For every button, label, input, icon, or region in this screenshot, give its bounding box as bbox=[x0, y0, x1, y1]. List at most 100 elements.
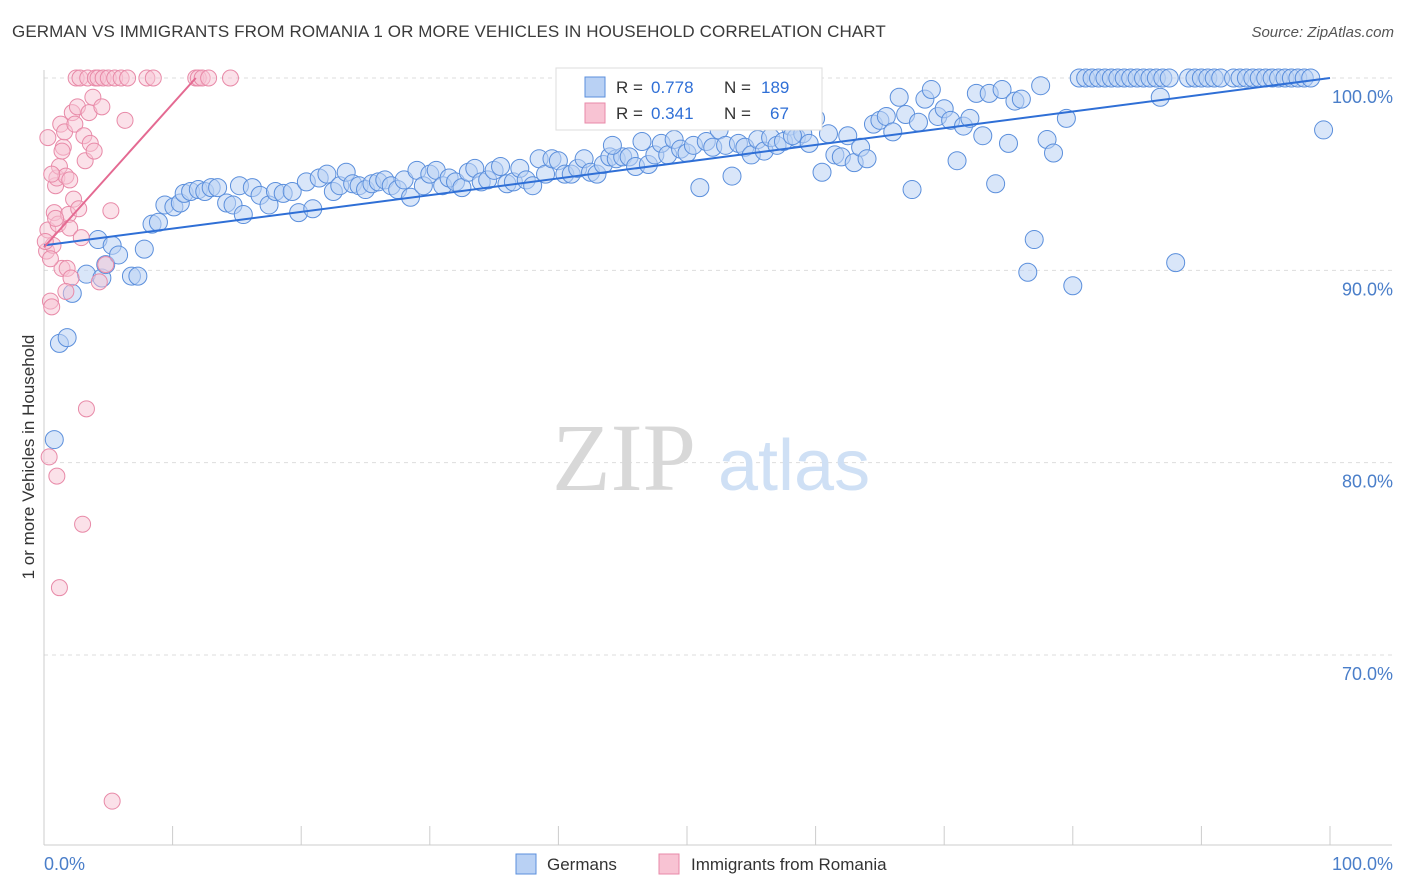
y-tick-label: 100.0% bbox=[1332, 87, 1393, 107]
stats-legend: R = 0.778 N = 189 R = 0.341 N = 67 bbox=[555, 67, 823, 131]
trend-line-romania bbox=[43, 77, 197, 248]
point-germans bbox=[491, 156, 511, 176]
point-germans bbox=[986, 174, 1006, 194]
point-romania bbox=[50, 579, 68, 597]
point-romania bbox=[57, 282, 75, 300]
point-romania bbox=[39, 129, 57, 147]
point-romania bbox=[90, 273, 108, 291]
point-romania bbox=[103, 792, 121, 810]
point-germans bbox=[208, 178, 228, 198]
stats-r-value-germans: 0.778 bbox=[651, 78, 694, 97]
stats-n-label-germans: N = bbox=[724, 78, 751, 97]
grid-layer bbox=[43, 77, 1392, 845]
chart-title: GERMAN VS IMMIGRANTS FROM ROMANIA 1 OR M… bbox=[12, 22, 886, 41]
point-germans bbox=[44, 430, 64, 450]
point-germans bbox=[960, 108, 980, 128]
watermark: ZIP atlas bbox=[552, 404, 870, 511]
point-romania bbox=[61, 171, 79, 189]
point-romania bbox=[53, 142, 71, 160]
point-germans bbox=[1031, 76, 1051, 96]
point-germans bbox=[690, 178, 710, 198]
watermark-atlas: atlas bbox=[718, 426, 870, 506]
point-germans bbox=[973, 126, 993, 146]
point-germans bbox=[148, 212, 168, 232]
watermark-zip: ZIP bbox=[552, 404, 696, 511]
point-germans bbox=[394, 170, 414, 190]
point-germans bbox=[57, 328, 77, 348]
tick-labels: 70.0% 80.0% 90.0% 100.0% 0.0% 100.0% bbox=[44, 87, 1393, 874]
point-germans bbox=[134, 239, 154, 259]
point-germans bbox=[857, 149, 877, 169]
point-germans bbox=[632, 131, 652, 151]
point-romania bbox=[48, 467, 66, 485]
point-romania bbox=[102, 202, 120, 220]
point-germans bbox=[908, 112, 928, 132]
point-germans bbox=[282, 181, 302, 201]
point-germans bbox=[1301, 68, 1321, 88]
point-germans bbox=[799, 133, 819, 153]
point-germans bbox=[1011, 89, 1031, 109]
stats-n-value-romania: 67 bbox=[770, 104, 789, 123]
point-germans bbox=[1159, 68, 1179, 88]
point-germans bbox=[947, 151, 967, 171]
legend-swatch-germans bbox=[515, 853, 537, 875]
point-germans bbox=[1314, 120, 1334, 140]
stats-r-value-romania: 0.341 bbox=[651, 104, 694, 123]
x-tick-label: 100.0% bbox=[1332, 854, 1393, 874]
y-tick-label: 80.0% bbox=[1342, 472, 1393, 492]
point-germans bbox=[1044, 143, 1064, 163]
point-germans bbox=[883, 122, 903, 142]
point-germans bbox=[722, 166, 742, 186]
bottom-legend: Germans Immigrants from Romania bbox=[515, 853, 887, 875]
point-romania bbox=[47, 209, 65, 227]
trend-line-germans bbox=[43, 77, 1331, 247]
point-romania bbox=[93, 98, 111, 116]
point-germans bbox=[921, 80, 941, 100]
point-romania bbox=[43, 298, 61, 316]
point-romania bbox=[119, 69, 137, 87]
point-romania bbox=[200, 69, 218, 87]
stats-r-label-romania: R = bbox=[616, 104, 643, 123]
point-romania bbox=[66, 115, 84, 133]
point-germans bbox=[109, 245, 129, 265]
y-tick-label: 90.0% bbox=[1342, 279, 1393, 299]
y-tick-label: 70.0% bbox=[1342, 664, 1393, 684]
y-axis-label: 1 or more Vehicles in Household bbox=[19, 335, 38, 580]
point-germans bbox=[1018, 262, 1038, 282]
source-label: Source: ZipAtlas.com bbox=[1251, 24, 1394, 41]
series-germans bbox=[44, 68, 1334, 450]
point-germans bbox=[812, 162, 832, 182]
point-germans bbox=[602, 135, 622, 155]
point-germans bbox=[1166, 253, 1186, 273]
stats-n-value-germans: 189 bbox=[761, 78, 789, 97]
point-romania bbox=[116, 111, 134, 129]
point-germans bbox=[999, 133, 1018, 153]
point-germans bbox=[992, 80, 1012, 100]
point-romania bbox=[77, 400, 95, 418]
point-germans bbox=[1063, 276, 1083, 296]
point-romania bbox=[97, 256, 115, 274]
stats-r-label-germans: R = bbox=[616, 78, 643, 97]
point-romania bbox=[74, 515, 92, 533]
point-romania bbox=[43, 165, 61, 183]
point-romania bbox=[40, 448, 58, 466]
point-romania bbox=[85, 142, 103, 160]
point-romania bbox=[221, 69, 239, 87]
x-tick-label: 0.0% bbox=[44, 854, 85, 874]
point-romania bbox=[72, 229, 90, 247]
trend-lines bbox=[43, 77, 1331, 248]
stats-n-label-romania: N = bbox=[724, 104, 751, 123]
point-germans bbox=[889, 87, 909, 107]
point-germans bbox=[128, 266, 148, 286]
point-romania bbox=[144, 69, 162, 87]
legend-swatch-romania bbox=[658, 853, 680, 875]
point-germans bbox=[1024, 230, 1044, 250]
point-romania bbox=[41, 250, 59, 268]
stats-swatch-germans bbox=[584, 76, 606, 98]
legend-label-germans: Germans bbox=[547, 855, 617, 874]
stats-swatch-romania bbox=[584, 102, 606, 124]
legend-label-romania: Immigrants from Romania bbox=[691, 855, 887, 874]
point-germans bbox=[902, 180, 922, 200]
point-germans bbox=[317, 164, 337, 184]
